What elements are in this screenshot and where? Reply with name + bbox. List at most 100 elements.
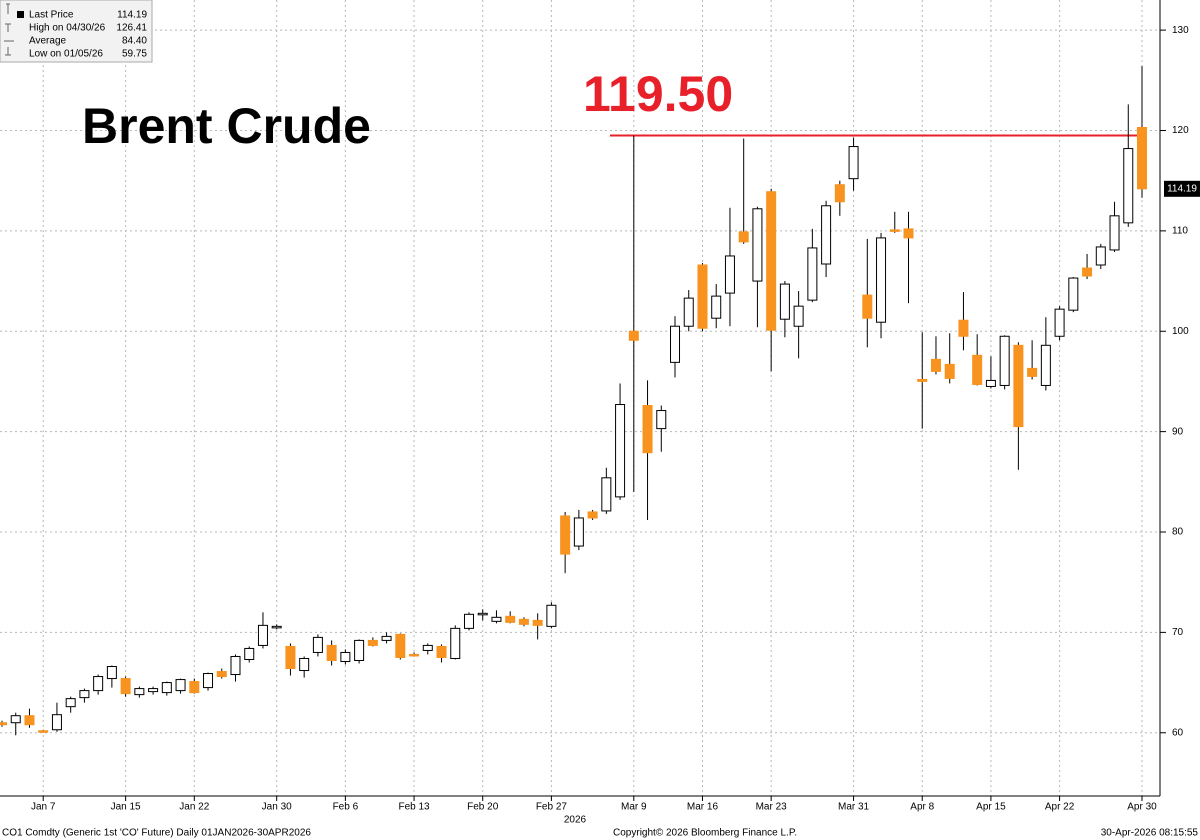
candle-body [546,604,557,627]
plot-area [0,0,1160,796]
x-tick-label: Feb 6 [333,802,359,813]
y-tick-label: 70 [1172,627,1184,638]
candle-body [299,657,310,672]
legend-value: 114.19 [117,10,147,21]
candle-body [560,515,571,555]
candle-body [834,184,845,203]
x-tick-label: Feb 27 [536,802,568,813]
x-tick-label: Apr 8 [910,802,934,813]
candle-body [683,297,694,327]
candle-body [958,319,969,337]
footer-left: CO1 Comdty (Generic 1st 'CO' Future) Dai… [2,828,311,839]
candle-body [271,625,282,629]
candle-body [985,379,996,387]
candle-body [848,146,859,180]
candle-body [615,404,626,498]
candle-body [738,231,749,243]
candle-body [189,681,200,694]
candle-body [216,671,227,678]
legend-box [0,0,153,63]
y-tick-label: 100 [1172,326,1189,337]
candle-body [79,690,90,699]
x-tick-label: Apr 15 [976,802,1006,813]
candle-body [436,645,447,658]
candle-body [766,191,777,331]
candle-body [876,237,887,323]
x-tick-label: Mar 31 [838,802,870,813]
x-tick-label: Apr 30 [1127,802,1157,813]
candle-body [670,325,681,363]
footer-center: Copyright© 2026 Bloomberg Finance L.P. [613,828,797,839]
candle-body [807,247,818,301]
candle-body [395,633,406,658]
candle-body [930,358,941,372]
candle-body [1137,126,1147,190]
candle-body [1123,148,1134,224]
candle-body [51,714,62,731]
x-axis-label: 2026 [564,815,587,826]
candle-body [463,613,474,629]
candle-body [903,228,914,239]
y-tick-label: 60 [1172,727,1184,738]
candle-body [862,294,873,319]
candle-body [697,264,708,329]
legend-icon [17,11,24,18]
candle-body [917,378,928,382]
candle-body [120,678,131,695]
last-price-label: 114.19 [1167,183,1197,194]
legend-label: Average [29,36,67,47]
candle-body [312,636,323,653]
x-tick-label: Mar 16 [687,802,719,813]
y-tick-label: 80 [1172,527,1184,538]
candle-body [1040,344,1051,386]
x-tick-label: Jan 22 [179,802,209,813]
last-price-box [1164,180,1200,197]
candle-body [628,330,639,341]
x-tick-label: Jan 30 [262,802,292,813]
candle-body [367,639,378,646]
candle-body [203,673,214,689]
candle-body [244,647,255,660]
candle-body [134,688,145,696]
candle-body [532,619,543,626]
candle-body [381,635,392,641]
legend-label: High on 04/30/26 [29,23,106,34]
candle-body [724,255,735,294]
candle-body [752,208,763,282]
candle-body [326,644,337,661]
candle-body [106,666,117,680]
candle-body [972,354,983,385]
candle-body [518,618,529,625]
candle-body [409,653,420,657]
candle-body [161,682,172,694]
candle-body [505,615,516,623]
candle-body [587,511,598,519]
annotation-label: 119.50 [583,66,733,122]
legend-icons [4,3,14,56]
legend-label: Last Price [29,10,74,21]
y-tick-label: 90 [1172,426,1184,437]
candle-body [944,363,955,379]
candle-body [65,698,76,708]
candle-body [1082,267,1093,277]
candle-body [1054,308,1065,337]
legend-value: 126.41 [116,23,147,34]
candle-body [24,715,35,726]
x-tick-label: Jan 7 [31,802,56,813]
x-tick-label: Feb 20 [467,802,499,813]
candle-body [450,627,461,659]
candle-body [148,688,159,693]
x-tick-label: Jan 15 [111,802,141,813]
candle-body [422,644,433,651]
candle-body [10,715,21,724]
candle-body [354,639,365,661]
y-tick-label: 130 [1172,25,1189,36]
candle-body [601,477,612,512]
candle-body [1068,277,1079,311]
candle-body [1013,344,1024,428]
candle-body [491,616,502,622]
candle-body [257,624,268,646]
y-tick-label: 120 [1172,125,1189,136]
chart-title: Brent Crude [82,98,371,154]
